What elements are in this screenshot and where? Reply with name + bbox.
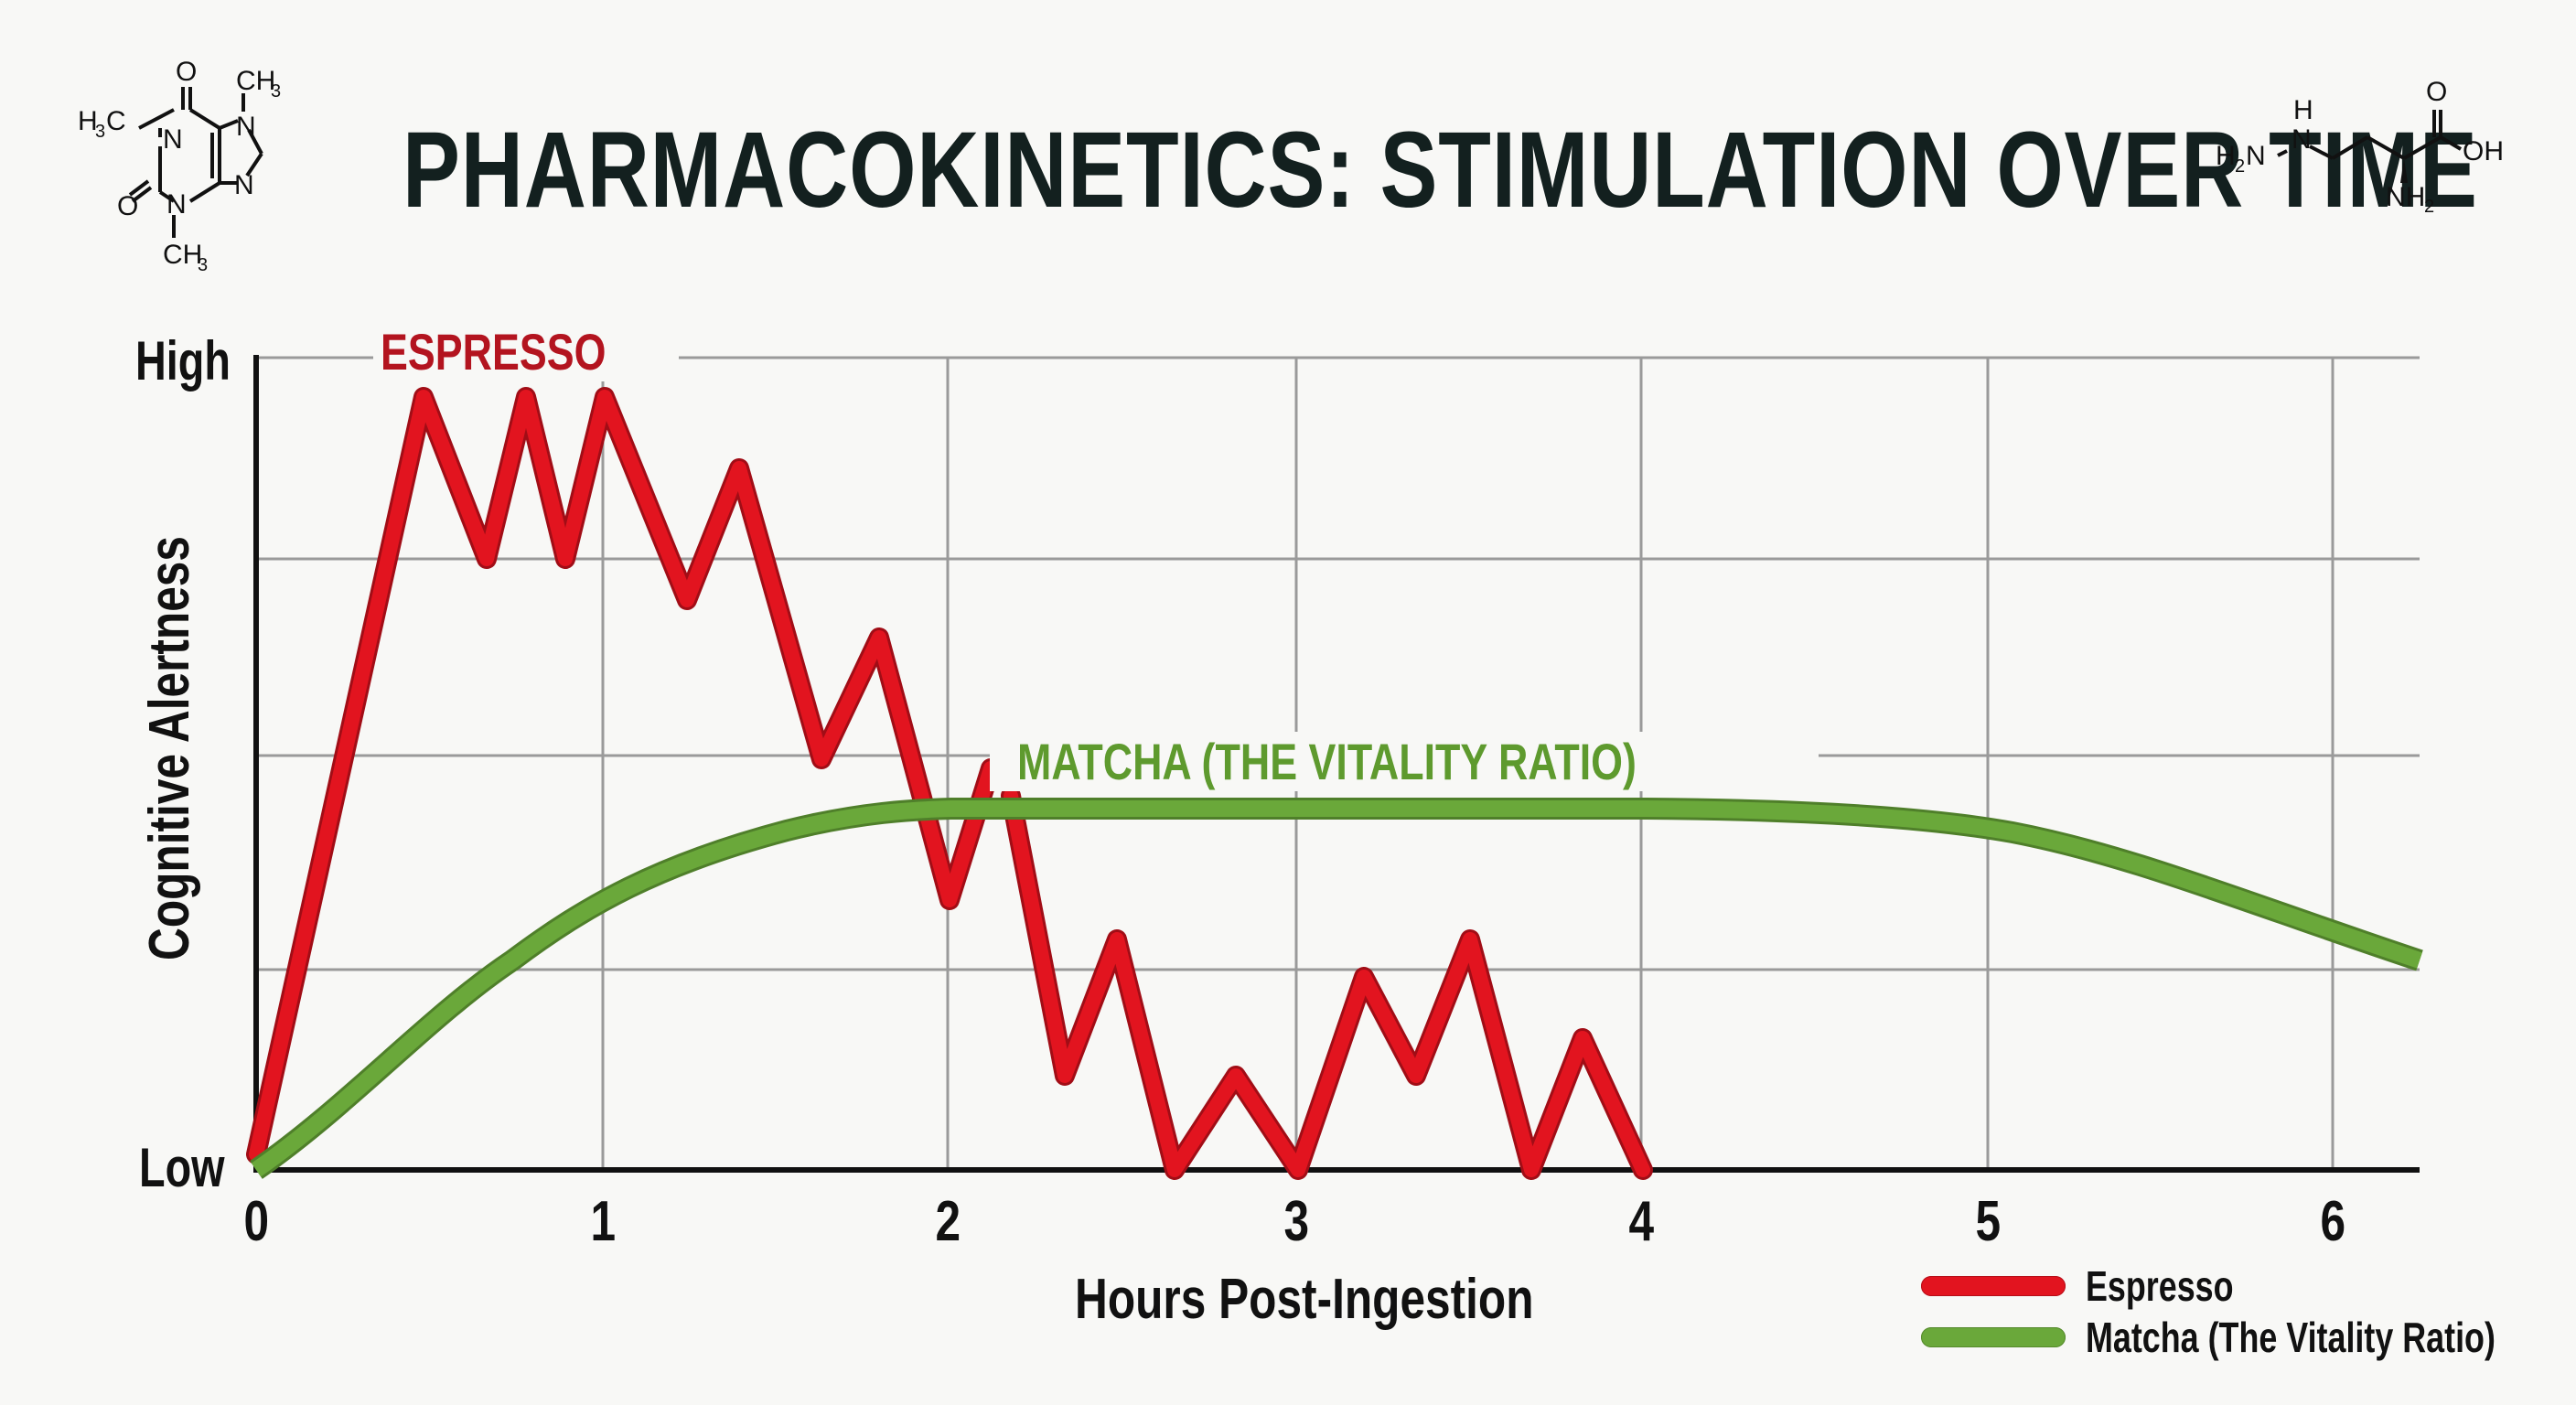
- x-tick-1: 1: [590, 1190, 616, 1253]
- legend-item-espresso: Espresso: [1921, 1260, 2576, 1312]
- legend-swatch-espresso: [1921, 1276, 2066, 1296]
- chart-title: PHARMACOKINETICS: STIMULATION OVER TIME: [402, 110, 2478, 231]
- x-axis-title: Hours Post-Ingestion: [1075, 1268, 1534, 1331]
- caffeine-molecule-icon: O CH3 H3 C N N O N N CH3: [78, 57, 281, 274]
- y-axis-low-label: Low: [139, 1137, 225, 1198]
- svg-text:O: O: [2426, 77, 2447, 107]
- svg-text:NH: NH: [2386, 182, 2425, 212]
- mol-label: O: [176, 57, 197, 87]
- svg-text:3: 3: [198, 255, 208, 274]
- svg-text:N: N: [2246, 141, 2266, 171]
- legend: Espresso Matcha (The Vitality Ratio): [1921, 1260, 2576, 1363]
- svg-text:N: N: [163, 124, 183, 155]
- x-tick-6: 6: [2320, 1190, 2345, 1253]
- svg-text:N: N: [236, 112, 256, 142]
- svg-text:2: 2: [2424, 197, 2434, 217]
- x-tick-5: 5: [1975, 1190, 2001, 1253]
- svg-text:O: O: [117, 191, 138, 221]
- espresso-series-label: ESPRESSO: [373, 322, 680, 381]
- x-tick-0: 0: [243, 1190, 269, 1253]
- svg-text:N: N: [2292, 124, 2312, 155]
- legend-item-matcha: Matcha (The Vitality Ratio): [1921, 1312, 2576, 1363]
- matcha-line: [250, 798, 2423, 1179]
- svg-text:H: H: [78, 106, 98, 136]
- svg-text:3: 3: [95, 122, 105, 142]
- x-tick-4: 4: [1628, 1190, 1654, 1253]
- axes: [253, 355, 2420, 1173]
- svg-text:N: N: [166, 189, 187, 220]
- y-axis-title: Cognitive Alertness: [138, 536, 201, 960]
- svg-text:H: H: [2293, 95, 2313, 125]
- legend-swatch-matcha: [1921, 1327, 2066, 1347]
- x-tick-2: 2: [935, 1190, 961, 1253]
- svg-text:CH: CH: [163, 240, 202, 270]
- svg-text:CH: CH: [236, 66, 275, 96]
- svg-text:C: C: [106, 106, 126, 136]
- matcha-series-label: MATCHA (THE VITALITY RATIO): [990, 732, 1819, 791]
- svg-text:OH: OH: [2463, 136, 2504, 166]
- svg-text:3: 3: [271, 81, 281, 102]
- x-tick-3: 3: [1283, 1190, 1309, 1253]
- svg-text:H: H: [2216, 141, 2236, 171]
- espresso-line: [246, 387, 1001, 1164]
- y-axis-high-label: High: [135, 330, 231, 391]
- svg-text:N: N: [234, 170, 254, 200]
- svg-text:2: 2: [2235, 156, 2245, 177]
